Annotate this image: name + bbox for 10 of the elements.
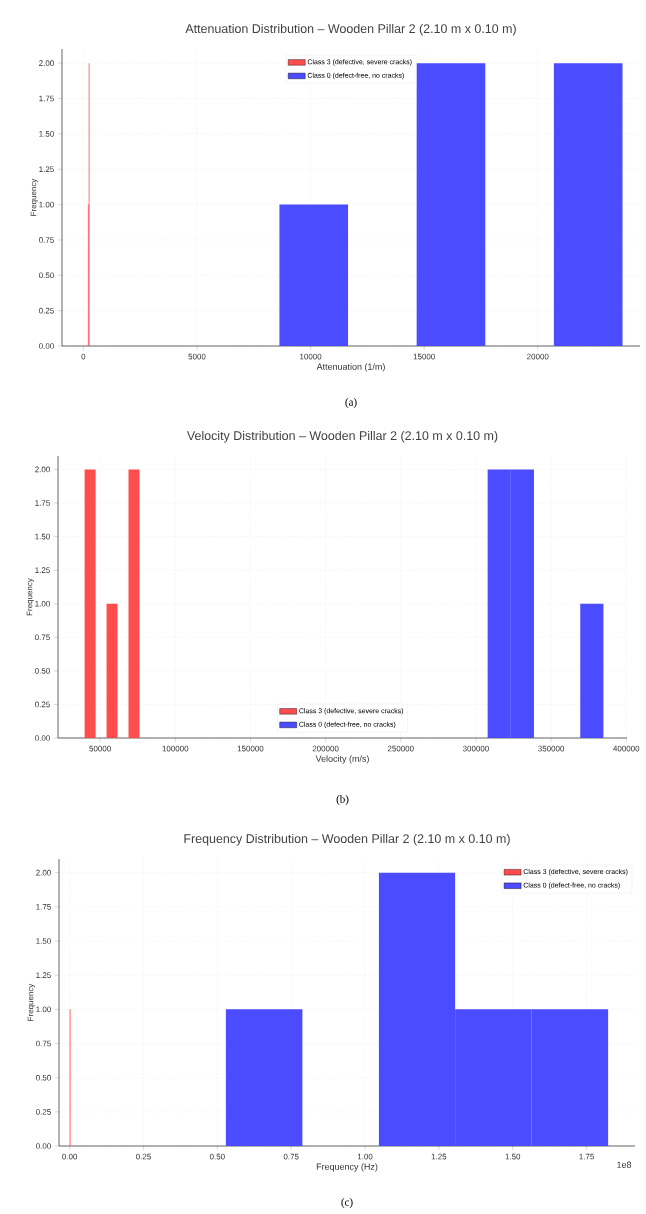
x-axis-title: Velocity (m/s) bbox=[315, 755, 369, 764]
x-axis-title: Attenuation (1/m) bbox=[316, 363, 385, 372]
text: (c) bbox=[341, 1198, 353, 1208]
chart-title: Attenuation Distribution – Wooden Pillar 2 (2.10 m x 0.10 m) bbox=[185, 23, 516, 36]
chart-title: Frequency Distribution – Wooden Pillar 2 (2.10 m x 0.10 m) bbox=[184, 833, 510, 846]
x-axis-title: Frequency (Hz) bbox=[316, 1163, 378, 1172]
chart-title: Velocity Distribution – Wooden Pillar 2 (2.10 m x 0.10 m) bbox=[186, 430, 498, 443]
text: 1e8 bbox=[617, 1161, 632, 1168]
text: (a) bbox=[345, 398, 357, 408]
text: (b) bbox=[336, 795, 349, 805]
